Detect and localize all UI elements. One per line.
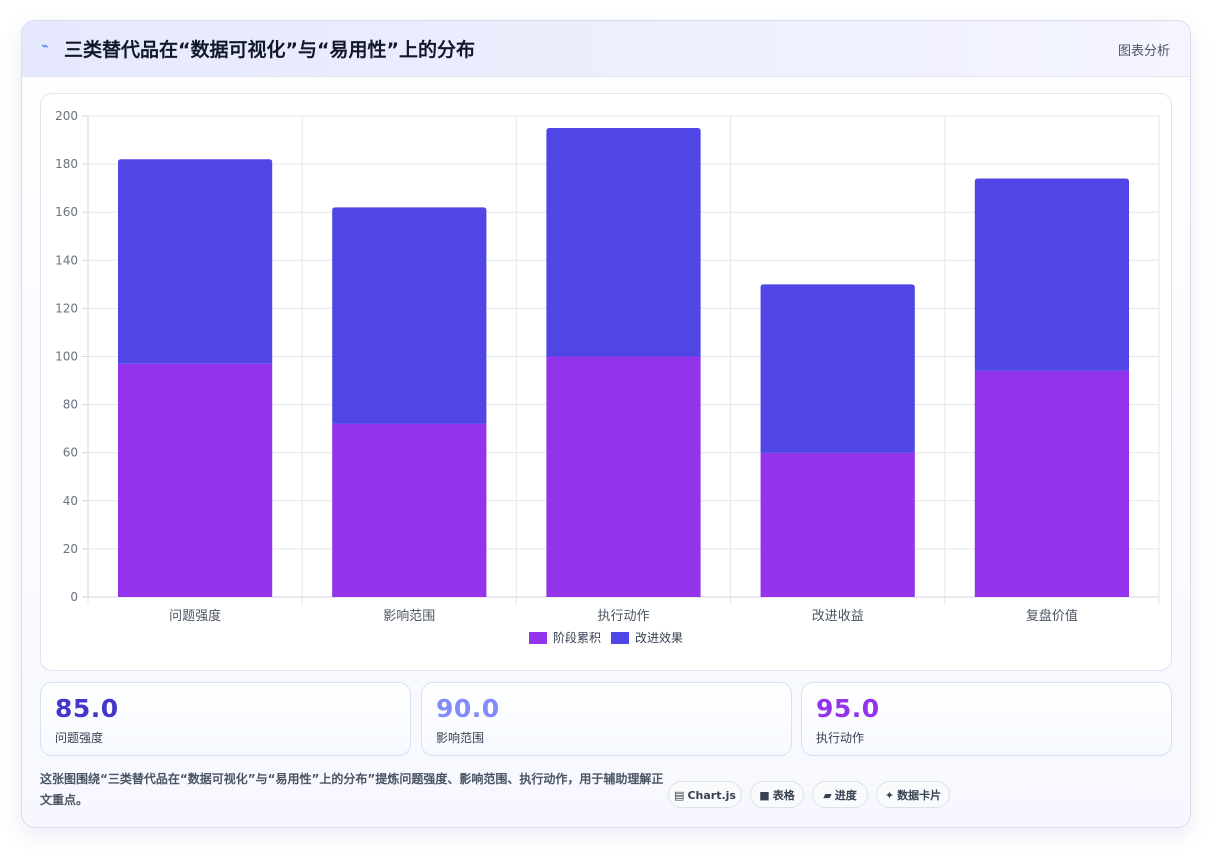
- stacked-bar-chart: 020406080100120140160180200问题强度 影响范围 执行动作改…: [55, 109, 1160, 645]
- chip-label: 进度: [834, 789, 857, 802]
- x-tick-label: 影响范围: [383, 608, 435, 624]
- chip-table[interactable]: ■ 表格: [750, 781, 804, 808]
- stat-value: 95.0: [816, 694, 880, 723]
- y-tick-label: 100: [55, 350, 78, 364]
- chip-label: 数据卡片: [897, 789, 942, 802]
- stat-label: 执行动作: [816, 731, 865, 745]
- chart-description: 这张图围绕“三类替代品在“数据可视化”与“易用性”上的分布”提炼问题强度、影响范…: [40, 772, 664, 807]
- stat-card-2: 90.0 影响范围: [421, 682, 792, 756]
- stat-value: 90.0: [436, 694, 500, 723]
- stat-label: 问题强度: [55, 731, 104, 745]
- bar-2: [974, 178, 1130, 371]
- x-tick-label: 问题强度: [169, 608, 221, 624]
- stat-value: 85.0: [55, 694, 119, 723]
- header-tag: 图表分析: [1117, 44, 1170, 59]
- y-tick-label: 200: [55, 109, 78, 123]
- y-tick-label: 40: [63, 494, 78, 508]
- chart-line-icon: ⌁: [41, 39, 49, 54]
- grid-icon: ▤: [674, 789, 685, 802]
- chart-panel: 0 20 40 60 80 100 120 140 160 180 200 问题强度 影响范围 执行动作改…: [40, 93, 1172, 671]
- bar-2: [760, 284, 915, 453]
- progress-icon: ▰: [823, 789, 832, 802]
- chip-label: Chart.js: [687, 789, 736, 802]
- bar-2: [117, 159, 273, 364]
- y-tick-label: 160: [55, 205, 78, 219]
- card-header: ⌁ 三类替代品在“数据可视化”与“易用性”上的分布 图表分析: [22, 21, 1190, 77]
- chip-progress[interactable]: ▰ 进度: [812, 781, 868, 808]
- y-tick-label: 120: [55, 301, 78, 315]
- stat-card-3: 95.0 执行动作: [801, 682, 1172, 756]
- y-tick-label: 180: [55, 157, 78, 171]
- bar-1: [117, 363, 273, 597]
- y-tick-label: 20: [63, 542, 78, 556]
- stat-label: 影响范围: [436, 731, 485, 745]
- x-tick-label: 改进收益: [812, 609, 864, 624]
- bar-1: [974, 370, 1130, 597]
- legend-label: 改进效果: [635, 630, 683, 645]
- y-tick-label: 0: [70, 590, 78, 604]
- y-tick-label: 140: [55, 253, 78, 267]
- bar-2: [332, 207, 487, 424]
- bar-1: [760, 452, 915, 597]
- x-tick-label: 复盘价值: [1026, 608, 1078, 624]
- y-tick-label: 60: [63, 446, 78, 460]
- y-tick-label: 80: [63, 398, 78, 412]
- chip-chartjs[interactable]: ▤ Chart.js: [668, 781, 742, 808]
- chip-label: 表格: [772, 789, 795, 802]
- sparkle-icon: ✦: [884, 789, 895, 802]
- stat-card-1: 85.0 问题强度: [40, 682, 411, 756]
- x-tick-label: 执行动作: [597, 609, 649, 624]
- legend-swatch: [611, 632, 629, 644]
- bar-1: [332, 423, 487, 597]
- legend-swatch: [529, 632, 547, 644]
- bar-2: [546, 128, 701, 357]
- table-icon: ■: [759, 789, 770, 802]
- chip-data-card[interactable]: ✦ 数据卡片: [876, 781, 950, 808]
- legend-label: 阶段累积: [553, 630, 601, 645]
- bar-1: [546, 356, 701, 597]
- chart-card: ⌁ 三类替代品在“数据可视化”与“易用性”上的分布 图表分析 0 20 40 60 80…: [21, 20, 1191, 828]
- card-title: 三类替代品在“数据可视化”与“易用性”上的分布: [64, 39, 475, 61]
